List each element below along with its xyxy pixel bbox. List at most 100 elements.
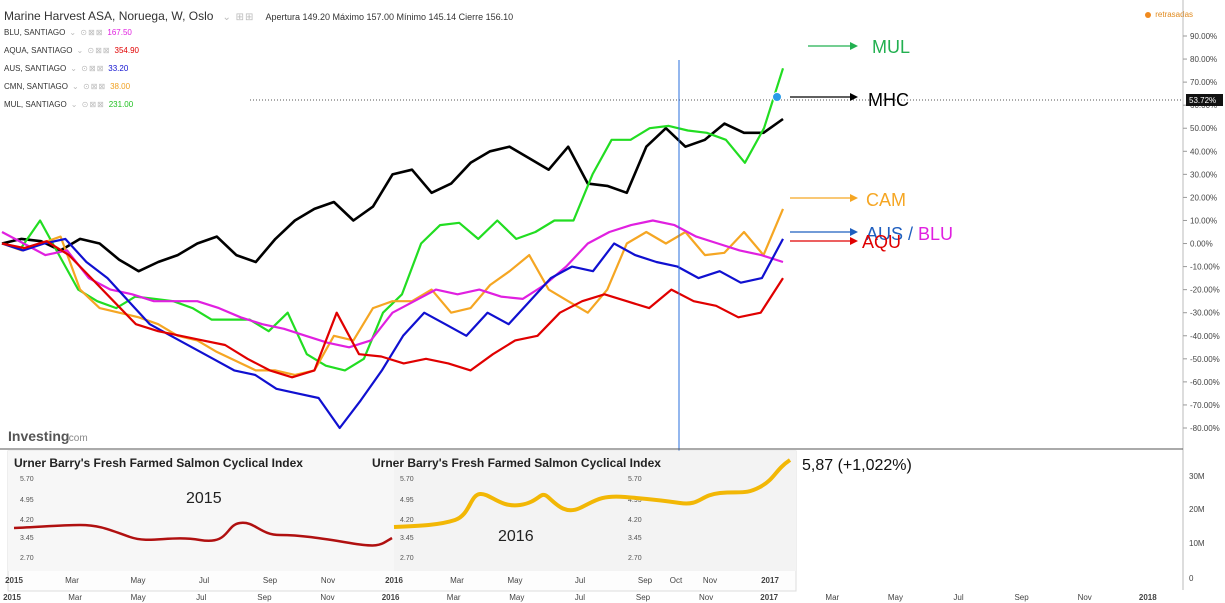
volume-tick: 0 [1189,574,1194,583]
inset-x-tick-label: Jul [199,576,209,585]
y-tick-label: 20.00% [1190,193,1217,202]
x-axis: 2015 Mar May Jul Sep Nov 2016 Mar May Jul Sep Nov 20… [3,593,1157,602]
x-tick-label: Mar [825,593,839,602]
y-tick-label: -10.00% [1190,263,1220,272]
index-tick: 2.70 [400,555,414,562]
y-tick-label: -40.00% [1190,332,1220,341]
arrow-mul-head-icon [850,42,858,50]
symbol-label: AUS, SANTIAGO [4,64,67,73]
index-tick: 4.20 [628,517,642,524]
label-cam: CAM [866,190,906,210]
x-tick-label: Nov [1078,593,1092,602]
symbol-row-blu[interactable]: BLU, SANTIAGO ⌄ ⊙⊠⊠ 167.50 [4,27,139,45]
event-marker-icon[interactable] [772,92,782,102]
index-tick: 2.70 [20,555,34,562]
inset-x-tick-label: Mar [450,576,464,585]
symbol-label: BLU, SANTIAGO [4,28,66,37]
symbol-value: 354.90 [114,46,139,55]
y-tick-label: 70.00% [1190,78,1217,87]
symbol-value: 33.20 [108,64,129,73]
index-panel-2016-bg [394,451,796,571]
symbol-row-aqua[interactable]: AQUA, SANTIAGO ⌄ ⊙⊠⊠ 354.90 [4,45,139,63]
symbol-row-aus[interactable]: AUS, SANTIAGO ⌄ ⊙⊠⊠ 33.20 [4,63,139,81]
x-tick-label: Sep [636,593,651,602]
x-tick-label: Jul [953,593,963,602]
ohlc-readout: Apertura 149.20 Máximo 157.00 Mínimo 145… [265,12,514,22]
x-tick-label: Mar [68,593,82,602]
series-layer [1,67,785,430]
index-tick: 2.70 [628,555,642,562]
logo-investing: Investing [8,428,69,444]
label-aus-blu: AUS / BLU [866,224,953,244]
x-tick-label: 2016 [382,593,400,602]
y-tick-label: 0.00% [1190,240,1213,249]
delayed-label: retrasadas [1155,10,1194,19]
inset-x-tick-label: Sep [263,576,278,585]
label-year-2016: 2016 [498,528,534,545]
symbol-list: BLU, SANTIAGO ⌄ ⊙⊠⊠ 167.50 AQUA, SANTIAGO ⌄… [4,27,139,117]
index-title-2015: Urner Barry's Fresh Farmed Salmon Cyclic… [14,456,303,470]
symbol-row-mul[interactable]: MUL, SANTIAGO ⌄ ⊙⊠⊠ 231.00 [4,99,139,117]
arrow-cam-head-icon [850,194,858,202]
index-tick: 3.45 [628,535,642,542]
x-tick-label: 2018 [1139,593,1157,602]
series-line-cam [1,208,785,377]
settings-icon[interactable]: ⌄ ⊞⊞ [222,12,255,23]
symbol-value: 38.00 [110,82,131,91]
x-tick-label: May [888,593,903,602]
index-inset: Urner Barry's Fresh Farmed Salmon Cyclic… [5,450,797,592]
series-line-mul [1,67,785,372]
last-value-tag [1186,94,1223,106]
logo-suffix: .com [66,433,88,444]
inset-x-tick-label: Oct [670,576,683,585]
arrow-mhc-head-icon [850,93,858,101]
last-value-tag-text: 53.72% [1189,96,1216,105]
index-tick: 5.70 [20,476,34,483]
y-tick-label: 90.00% [1190,32,1217,41]
x-tick-label: 2015 [3,593,21,602]
symbol-tools-icon[interactable]: ⌄ ⊙⊠⊠ [69,28,104,37]
y-tick-label: 50.00% [1190,124,1217,133]
label-aqu: AQU [862,232,901,252]
inset-x-tick-label: Nov [703,576,717,585]
symbol-tools-icon[interactable]: ⌄ ⊙⊠⊠ [70,100,105,109]
y-tick-label: -20.00% [1190,286,1220,295]
index-tick: 3.45 [400,535,414,542]
label-slash: / [903,224,918,244]
symbol-tools-icon[interactable]: ⌄ ⊙⊠⊠ [70,64,105,73]
annotations: MUL MHC CAM AUS / BLU AQU [790,37,953,252]
y-tick-label: -70.00% [1190,401,1220,410]
y-tick-label: 80.00% [1190,55,1217,64]
inset-x-tick-label: Jul [575,576,585,585]
inset-x-axis: 2015 Mar May Jul Sep Nov 2016 Mar May Jul Sep Oct No… [5,576,779,585]
x-tick-label: Sep [257,593,272,602]
inset-x-tick-label: May [130,576,145,585]
y-tick-label: 40.00% [1190,147,1217,156]
index-tick: 5.70 [628,476,642,483]
volume-tick: 30M [1189,472,1205,481]
inset-x-tick-label: 2015 [5,576,23,585]
chart-header: Marine Harvest ASA, Noruega, W, Oslo ⌄ ⊞… [4,9,513,23]
index-tick: 4.20 [20,517,34,524]
y-tick-label: -60.00% [1190,378,1220,387]
y-tick-label: -30.00% [1190,309,1220,318]
x-tick-label: May [131,593,146,602]
y-tick-label: -50.00% [1190,355,1220,364]
index-tick: 4.20 [400,517,414,524]
arrow-aus-blu-head-icon [850,228,858,236]
symbol-value: 231.00 [108,100,134,109]
symbol-label: AQUA, SANTIAGO [4,46,73,55]
y-axis-ticks: 90.00%80.00%70.00%60.00%50.00%40.00%30.0… [1183,32,1220,433]
symbol-tools-icon[interactable]: ⌄ ⊙⊠⊠ [76,46,111,55]
volume-tick: 20M [1189,505,1205,514]
inset-x-tick-label: Sep [638,576,653,585]
symbol-row-cmn[interactable]: CMN, SANTIAGO ⌄ ⊙⊠⊠ 38.00 [4,81,139,99]
series-line-aus [1,237,784,430]
index-change-label: 5,87 (+1,022%) [802,457,912,474]
index-tick: 4.95 [20,497,34,504]
inset-x-tick-label: May [507,576,522,585]
symbol-tools-icon[interactable]: ⌄ ⊙⊠⊠ [72,82,107,91]
symbol-label: MUL, SANTIAGO [4,100,67,109]
inset-x-tick-label: Nov [321,576,335,585]
